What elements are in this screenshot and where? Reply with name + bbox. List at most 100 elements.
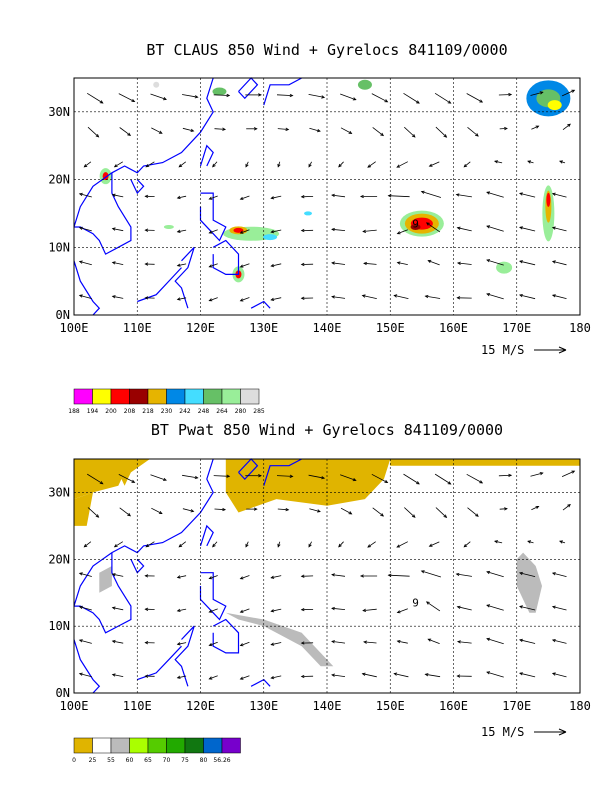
wind-vector <box>150 474 167 481</box>
wind-vector-head <box>321 476 326 480</box>
wind-vector-head <box>362 608 367 612</box>
wind-vector-head <box>571 89 576 93</box>
colorbar-label: 60 <box>126 757 134 764</box>
wind-vector <box>271 575 282 579</box>
wind-vector-head <box>239 298 244 302</box>
wind-vector-head <box>308 163 312 168</box>
wind-vector-head <box>361 672 366 676</box>
wind-vector-head <box>331 673 335 677</box>
wind-vector <box>240 263 250 268</box>
coastline-segment <box>263 458 302 486</box>
wind-vector <box>561 470 575 477</box>
panel-title: BT CLAUS 850 Wind + Gyrelocs 841109/0000 <box>146 41 507 59</box>
colorbar-label: 0 <box>72 757 76 764</box>
wind-vector <box>435 126 447 138</box>
wind-vector-head <box>270 609 275 613</box>
wind-vector-head <box>475 133 479 137</box>
wind-vector <box>372 507 384 517</box>
wind-vector <box>531 125 539 130</box>
wind-vector-head <box>289 93 294 98</box>
wind-vector-head <box>331 193 335 198</box>
wind-vector <box>308 94 325 98</box>
wind-vector-head <box>83 164 88 168</box>
wind-vector-head <box>504 126 508 131</box>
wind-vector <box>114 541 124 548</box>
wind-vector-head <box>176 575 181 579</box>
wind-vector <box>213 475 230 477</box>
wind-vector-head <box>331 606 335 611</box>
wind-vector-head <box>363 261 368 266</box>
wind-vector-head <box>300 296 305 300</box>
wind-vector <box>79 227 92 232</box>
wind-vector-head <box>425 222 430 226</box>
wind-vector-head <box>300 641 305 645</box>
colorbar-swatch <box>110 737 130 754</box>
wind-vector <box>331 262 346 265</box>
wind-vector <box>112 194 124 198</box>
colorbar-label: 70 <box>163 757 171 764</box>
y-tick-label: 10N <box>48 240 70 254</box>
wind-vector-head <box>270 196 275 200</box>
colorbar-swatch <box>73 737 93 754</box>
wind-vector-head <box>367 164 372 168</box>
pwat-area <box>74 472 125 526</box>
cloud-cluster <box>410 223 421 230</box>
wind-vector <box>340 507 352 515</box>
wind-vector <box>240 297 250 302</box>
wind-vector <box>119 127 131 136</box>
wind-vector-head <box>428 543 433 547</box>
wind-vector <box>331 194 346 198</box>
wind-vector <box>519 606 536 611</box>
wind-vector <box>340 127 352 134</box>
colorbar-label: 188 <box>68 408 80 415</box>
x-tick-label: 140E <box>313 321 342 335</box>
wind-vector <box>277 508 289 511</box>
wind-vector-head <box>245 163 249 168</box>
wind-vector <box>331 574 346 577</box>
wind-vector-head <box>212 163 216 168</box>
colorbar-label: 285 <box>253 408 265 415</box>
wind-vector <box>363 608 377 611</box>
wind-vector <box>79 673 92 678</box>
wind-vector-head <box>239 576 244 580</box>
wind-vector <box>371 473 388 483</box>
wind-vector-head <box>239 196 244 200</box>
wind-vector-head <box>145 164 150 168</box>
wind-vector-head <box>486 637 491 641</box>
wind-vector-head <box>352 97 357 101</box>
wind-vector <box>112 640 124 644</box>
coastline-segment <box>137 267 182 303</box>
wind-vector <box>182 94 198 98</box>
coastline-segment <box>74 172 132 255</box>
wind-vector-head <box>111 227 116 231</box>
wind-vector <box>240 641 250 646</box>
wind-vector-head <box>111 673 116 677</box>
wind-vector-head <box>486 191 491 195</box>
wind-vector <box>463 161 471 168</box>
pwat-area <box>225 612 334 667</box>
wind-vector-head <box>359 194 364 199</box>
x-tick-label: 150E <box>376 321 405 335</box>
wind-vector-head <box>270 229 275 234</box>
cloud-cluster <box>547 100 562 111</box>
wind-vector-head <box>158 510 163 514</box>
wind-vector <box>340 93 356 101</box>
x-tick-labels: 100E 110E 120E 130E 140E 150E 160E 170E 180 <box>60 699 591 713</box>
wind-vector-head <box>144 194 149 199</box>
wind-vector-head <box>78 226 83 230</box>
wind-vector-head <box>331 261 335 265</box>
wind-vector-head <box>396 231 401 235</box>
wind-vector-head <box>113 543 118 548</box>
wind-vector-head <box>486 225 491 229</box>
wind-vector <box>463 541 471 548</box>
wind-vector <box>425 295 441 299</box>
colorbar-label: 75 <box>181 757 189 764</box>
cloud-cluster <box>233 227 244 233</box>
wind-vector <box>87 507 99 518</box>
wind-vector <box>486 671 504 678</box>
wind-vector-head <box>208 230 213 234</box>
wind-vector <box>338 541 344 548</box>
wind-vector <box>519 639 536 644</box>
cloud-cluster <box>304 211 313 216</box>
wind-vector <box>429 541 440 547</box>
